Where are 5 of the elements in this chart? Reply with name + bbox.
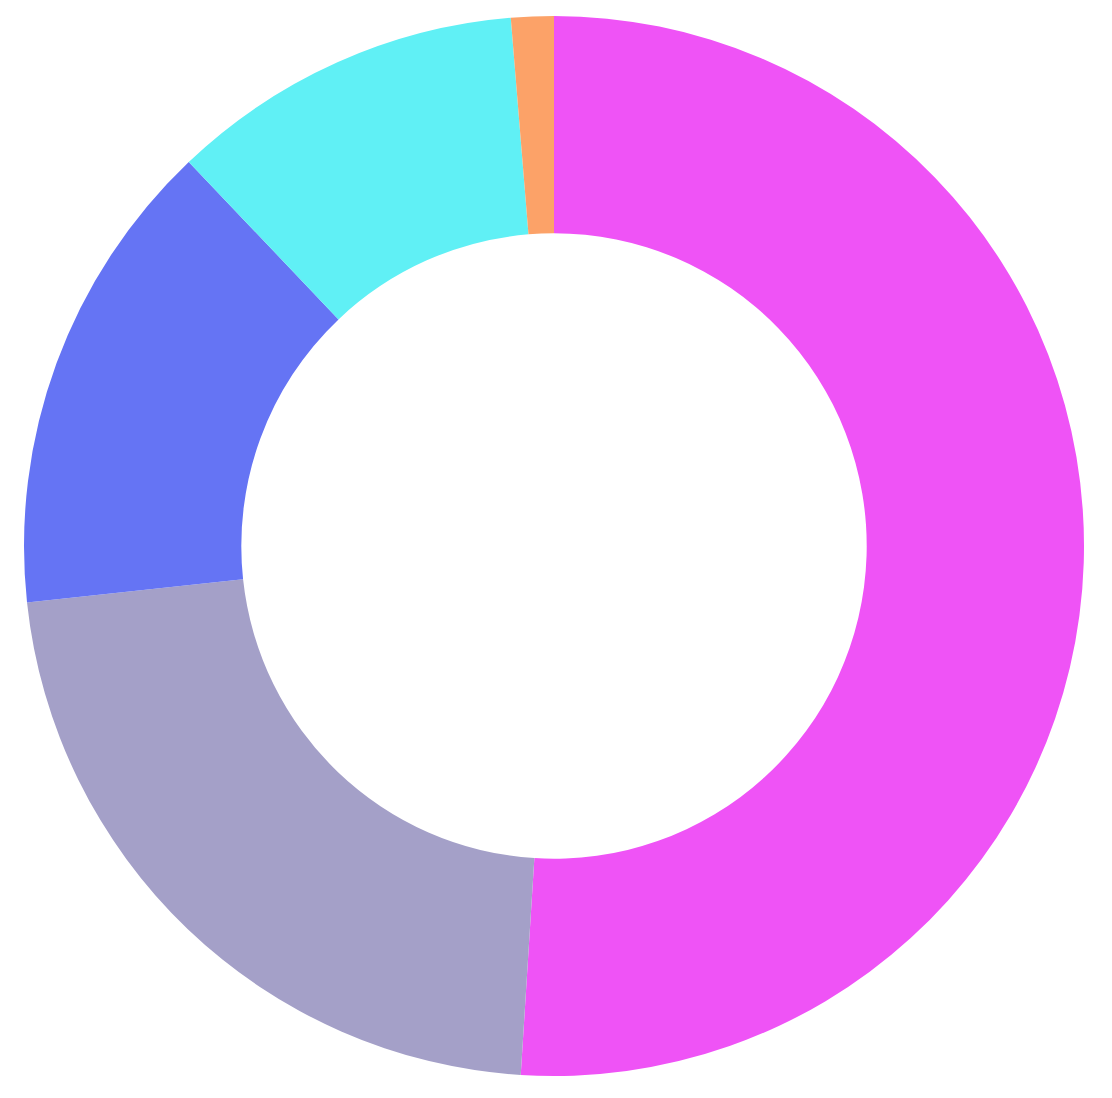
donut-slice <box>188 17 529 320</box>
donut-slice <box>24 161 339 603</box>
donut-slice <box>520 16 1084 1075</box>
donut-slice <box>510 16 554 235</box>
donut-slice <box>27 579 535 1075</box>
